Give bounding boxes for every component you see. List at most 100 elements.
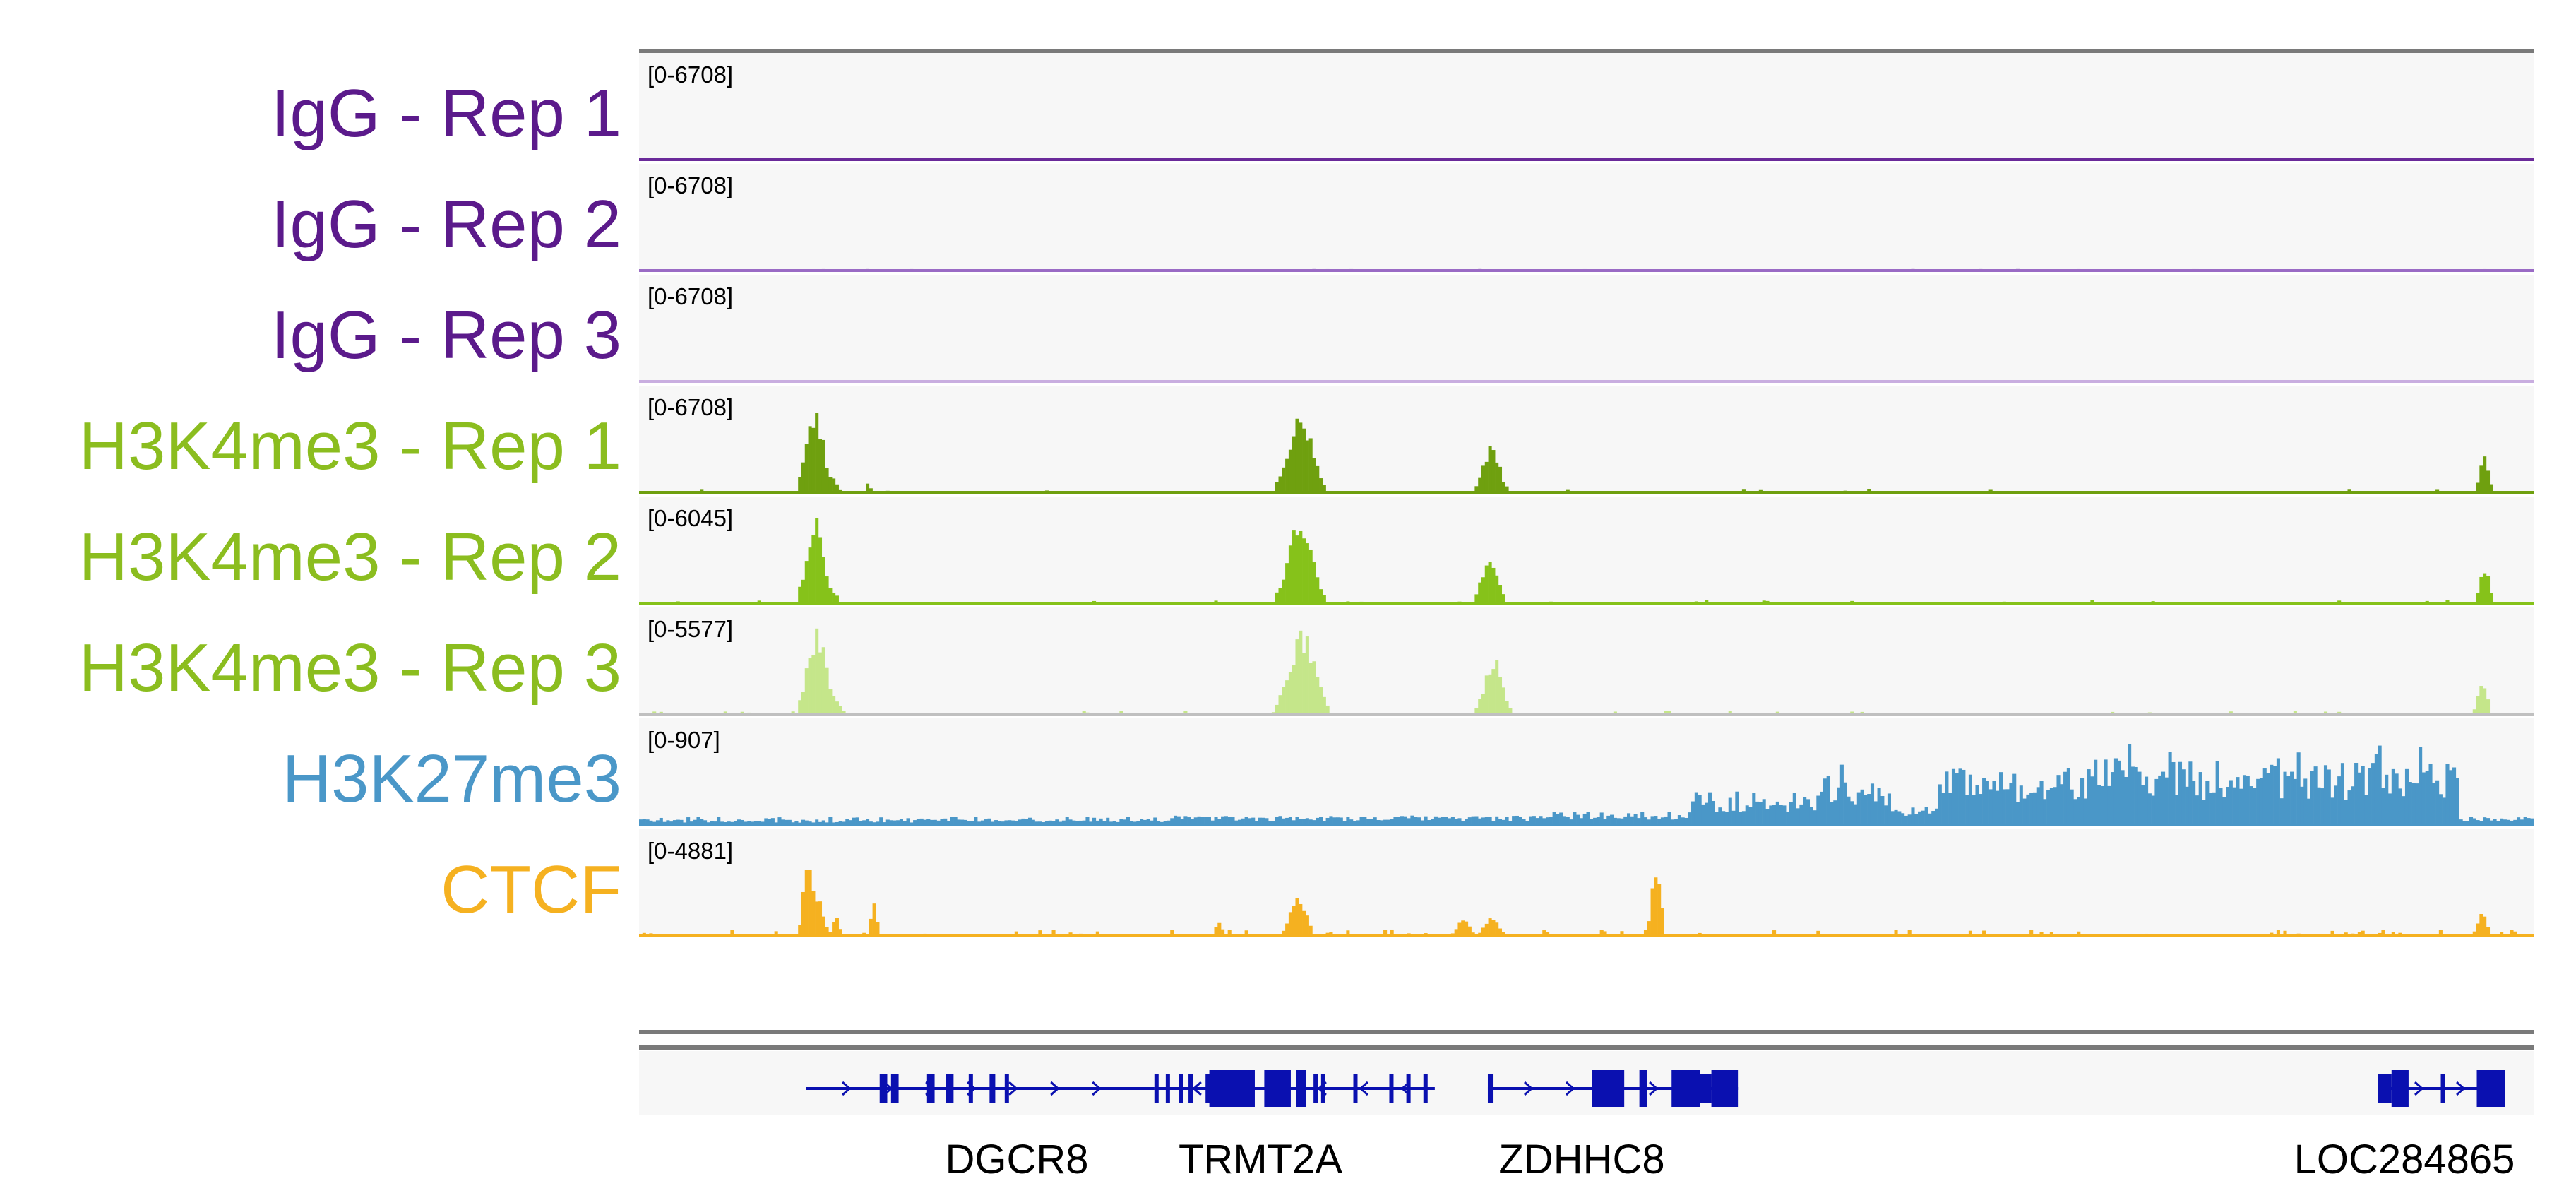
signal-bar <box>1660 817 1664 825</box>
signal-bar <box>2391 768 2395 825</box>
signal-bar <box>2520 819 2524 825</box>
signal-bar <box>1467 926 1472 936</box>
signal-bar <box>1556 814 1560 825</box>
signal-bar <box>828 477 833 492</box>
gene-name-label: ZDHHC8 <box>1498 1137 1664 1181</box>
signal-bar <box>2290 771 2294 825</box>
signal-bar <box>798 925 802 936</box>
signal-bar <box>1484 461 1489 492</box>
signal-bar <box>1292 820 1296 825</box>
signal-bar <box>662 821 667 825</box>
signal-bar <box>869 918 873 936</box>
signal-bar <box>2222 797 2226 825</box>
signal-bar <box>980 820 984 825</box>
signal-bar <box>2510 820 2514 825</box>
signal-bar <box>859 821 863 825</box>
signal-bar <box>1271 821 1276 825</box>
signal-bar <box>2402 796 2406 825</box>
signal-bar <box>1217 922 1222 936</box>
signal-bar <box>2043 799 2047 825</box>
signal-bar <box>2364 795 2368 825</box>
gene-track-background <box>639 1051 2534 1115</box>
signal-bar <box>2279 798 2284 825</box>
signal-bar <box>1748 807 1753 825</box>
signal-bar <box>926 819 931 825</box>
gene-exon <box>1711 1070 1739 1107</box>
signal-bar <box>1894 930 1898 936</box>
signal-bar <box>815 413 819 492</box>
signal-bar <box>744 821 748 825</box>
signal-bar <box>1244 817 1248 825</box>
signal-bar <box>2111 772 2115 825</box>
signal-bar <box>2273 766 2277 825</box>
signal-bar <box>1921 810 1925 825</box>
signal-bar <box>1965 795 1969 825</box>
signal-bar <box>815 819 819 825</box>
signal-bar <box>866 483 870 492</box>
signal-bar <box>1123 819 1127 825</box>
signal-bar <box>1285 923 1289 936</box>
track-igg-rep-1: [0-6708] <box>639 53 2534 161</box>
signal-bar <box>2357 772 2361 825</box>
signal-bar <box>2438 930 2443 936</box>
signal-bar <box>1136 821 1140 825</box>
gene-name-label: DGCR8 <box>945 1137 1088 1181</box>
signal-bar <box>1454 819 1458 825</box>
signal-bar <box>2192 781 2196 825</box>
signal-bar <box>2486 927 2491 936</box>
signal-bar <box>2320 788 2325 825</box>
track-background <box>639 275 2534 383</box>
signal-bar <box>2408 782 2412 825</box>
signal-bar <box>2083 798 2087 825</box>
track-label: H3K4me3 - Rep 1 <box>79 408 621 484</box>
signal-bar <box>727 821 731 825</box>
signal-bar <box>1126 817 1130 825</box>
signal-bar <box>2276 930 2280 936</box>
gene-exon <box>1320 1074 1325 1103</box>
signal-bar <box>2500 932 2504 936</box>
signal-bar <box>2002 789 2006 825</box>
signal-bar <box>1860 789 1864 825</box>
signal-bar <box>838 821 842 825</box>
signal-bar <box>1157 821 1161 825</box>
signal-bar <box>2442 797 2446 825</box>
signal-bar <box>1316 677 1320 714</box>
signal-bar <box>1474 816 1479 825</box>
signal-bar <box>1918 811 1922 825</box>
signal-bar <box>1299 630 1303 714</box>
signal-bar <box>1887 793 1891 825</box>
signal-bar <box>2094 759 2098 825</box>
signal-bar <box>2164 777 2169 825</box>
signal-bar <box>1109 821 1114 825</box>
signal-bar <box>1342 821 1347 825</box>
signal-bar <box>710 821 714 825</box>
signal-bar <box>1072 820 1076 825</box>
signal-bar <box>1745 805 1749 825</box>
signal-bar <box>1752 793 1756 825</box>
signal-bar <box>1180 819 1184 825</box>
signal-bar <box>835 821 839 825</box>
signal-bar <box>1657 884 1662 936</box>
signal-bar <box>1867 794 1871 825</box>
signal-bar <box>2330 797 2334 825</box>
signal-bar <box>1183 711 1188 714</box>
signal-bar <box>768 819 772 825</box>
signal-bar <box>2415 783 2419 825</box>
signal-bar <box>740 819 744 825</box>
signal-bar <box>2476 482 2480 492</box>
track-label: CTCF <box>441 852 621 927</box>
signal-bar <box>1251 817 1256 825</box>
signal-bar <box>1610 814 1614 825</box>
signal-bar <box>1596 817 1600 825</box>
signal-bar <box>1972 795 1976 825</box>
signal-bar <box>1217 819 1222 825</box>
signal-bar <box>2178 761 2183 825</box>
signal-bar <box>2361 766 2365 825</box>
signal-bar <box>862 932 866 936</box>
signal-bar <box>2117 760 2121 825</box>
signal-bar <box>1140 819 1144 825</box>
signal-bar <box>825 927 829 936</box>
gene-exon <box>890 1074 899 1103</box>
signal-bar <box>1085 817 1090 825</box>
signal-bar <box>1698 795 1702 825</box>
